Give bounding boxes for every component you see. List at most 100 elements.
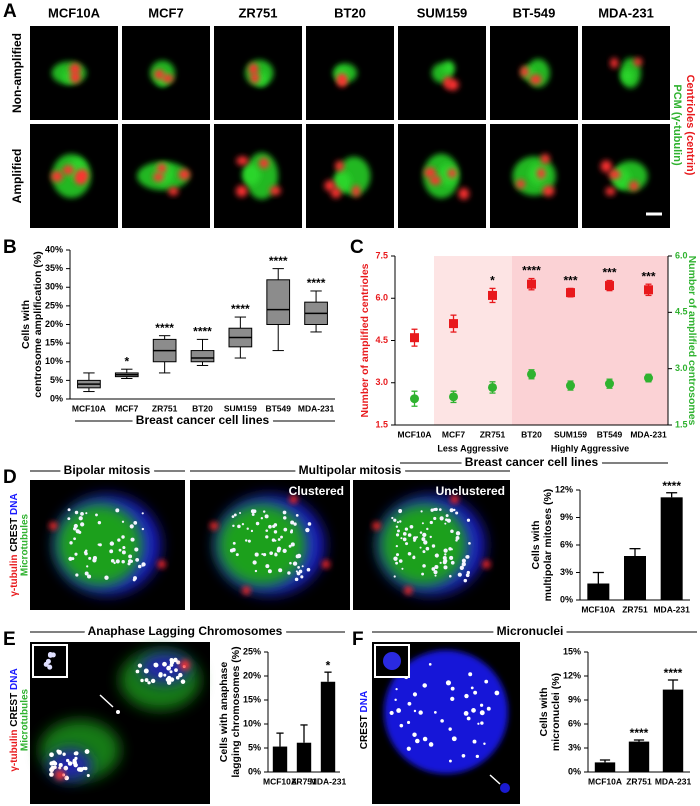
y-tick-label: 3% bbox=[568, 742, 581, 752]
row-label: Non-amplified bbox=[10, 33, 24, 113]
stain: DNA bbox=[9, 493, 20, 515]
micrograph bbox=[306, 26, 394, 120]
stain: CREST bbox=[9, 518, 20, 552]
signal bbox=[330, 187, 342, 199]
signal bbox=[209, 521, 218, 530]
signal bbox=[276, 548, 281, 553]
signal bbox=[405, 542, 409, 546]
signal bbox=[443, 565, 448, 570]
signal bbox=[162, 661, 167, 667]
significance: **** bbox=[231, 302, 250, 316]
signal bbox=[399, 723, 404, 728]
signal bbox=[267, 569, 272, 574]
box bbox=[190, 350, 215, 363]
signal bbox=[252, 560, 257, 565]
micrograph bbox=[214, 124, 302, 228]
signal bbox=[540, 153, 550, 165]
signal bbox=[463, 711, 469, 716]
signal bbox=[180, 660, 190, 670]
signal bbox=[398, 559, 403, 563]
signal bbox=[484, 679, 489, 684]
signal bbox=[296, 571, 301, 576]
signal bbox=[158, 672, 163, 677]
signal bbox=[250, 509, 255, 514]
signal bbox=[458, 188, 470, 200]
signal bbox=[254, 569, 258, 573]
micrograph bbox=[30, 124, 118, 228]
signal bbox=[173, 657, 178, 663]
signal bbox=[269, 551, 274, 555]
signal bbox=[137, 564, 142, 569]
signal bbox=[466, 570, 470, 575]
bar bbox=[320, 681, 336, 772]
signal bbox=[322, 560, 331, 569]
y-tick-label: 0% bbox=[248, 766, 261, 776]
signal bbox=[244, 539, 248, 542]
signal bbox=[396, 708, 402, 713]
signal bbox=[251, 513, 255, 516]
panel-letter: A bbox=[3, 1, 17, 22]
signal bbox=[407, 551, 412, 556]
signal bbox=[449, 555, 454, 560]
signal bbox=[383, 652, 401, 670]
panel-letter: F bbox=[352, 629, 364, 650]
signal bbox=[73, 537, 76, 541]
signal bbox=[157, 560, 166, 569]
y-tick-label: 10% bbox=[45, 356, 63, 366]
point bbox=[605, 281, 614, 291]
signal bbox=[428, 742, 434, 747]
signal bbox=[290, 529, 294, 532]
signal bbox=[425, 546, 430, 551]
signal bbox=[422, 532, 427, 538]
signal bbox=[443, 548, 448, 553]
signal bbox=[472, 739, 477, 744]
signal bbox=[116, 710, 120, 714]
signal bbox=[115, 559, 120, 564]
bar bbox=[624, 556, 646, 600]
signal bbox=[429, 535, 432, 539]
signal bbox=[453, 508, 456, 512]
signal bbox=[250, 529, 254, 533]
x-axis-label: Breast cancer cell lines bbox=[465, 455, 599, 469]
signal bbox=[288, 544, 292, 548]
stain-label: γ-tubulin CREST DNA bbox=[9, 493, 20, 596]
point bbox=[605, 379, 614, 389]
signal bbox=[133, 520, 138, 525]
bar bbox=[662, 689, 684, 772]
y-tick-label: 0% bbox=[50, 393, 63, 403]
signal bbox=[250, 72, 260, 84]
signal bbox=[265, 529, 269, 532]
signal bbox=[62, 752, 66, 756]
y-tick-label: 1.5 bbox=[675, 419, 688, 429]
signal bbox=[264, 514, 269, 519]
signal bbox=[121, 559, 125, 564]
signal bbox=[391, 516, 394, 520]
signal bbox=[80, 512, 84, 516]
signal bbox=[466, 518, 471, 522]
signal bbox=[450, 686, 455, 691]
y-tick-label: 0% bbox=[560, 594, 573, 604]
signal bbox=[324, 180, 336, 192]
micrograph bbox=[30, 26, 118, 120]
x-tick-label: MCF10A bbox=[72, 403, 106, 413]
signal bbox=[262, 510, 266, 513]
signal bbox=[421, 572, 425, 576]
signal bbox=[459, 565, 464, 570]
x-tick-label: MDA-231 bbox=[298, 403, 335, 413]
signal bbox=[480, 721, 484, 725]
signal bbox=[45, 658, 51, 664]
signal bbox=[422, 683, 427, 688]
x-tick-label: MCF10A bbox=[581, 604, 615, 614]
signal bbox=[51, 760, 57, 766]
signal bbox=[440, 719, 444, 723]
panel-header: Bipolar mitosis bbox=[64, 463, 151, 477]
box bbox=[266, 279, 291, 325]
signal bbox=[465, 554, 470, 559]
point bbox=[449, 392, 458, 402]
group-band bbox=[512, 256, 668, 425]
signal bbox=[600, 160, 612, 173]
signal bbox=[231, 515, 235, 518]
x-tick-label: MCF10A bbox=[397, 429, 431, 439]
signal bbox=[254, 552, 259, 557]
signal bbox=[287, 571, 291, 575]
